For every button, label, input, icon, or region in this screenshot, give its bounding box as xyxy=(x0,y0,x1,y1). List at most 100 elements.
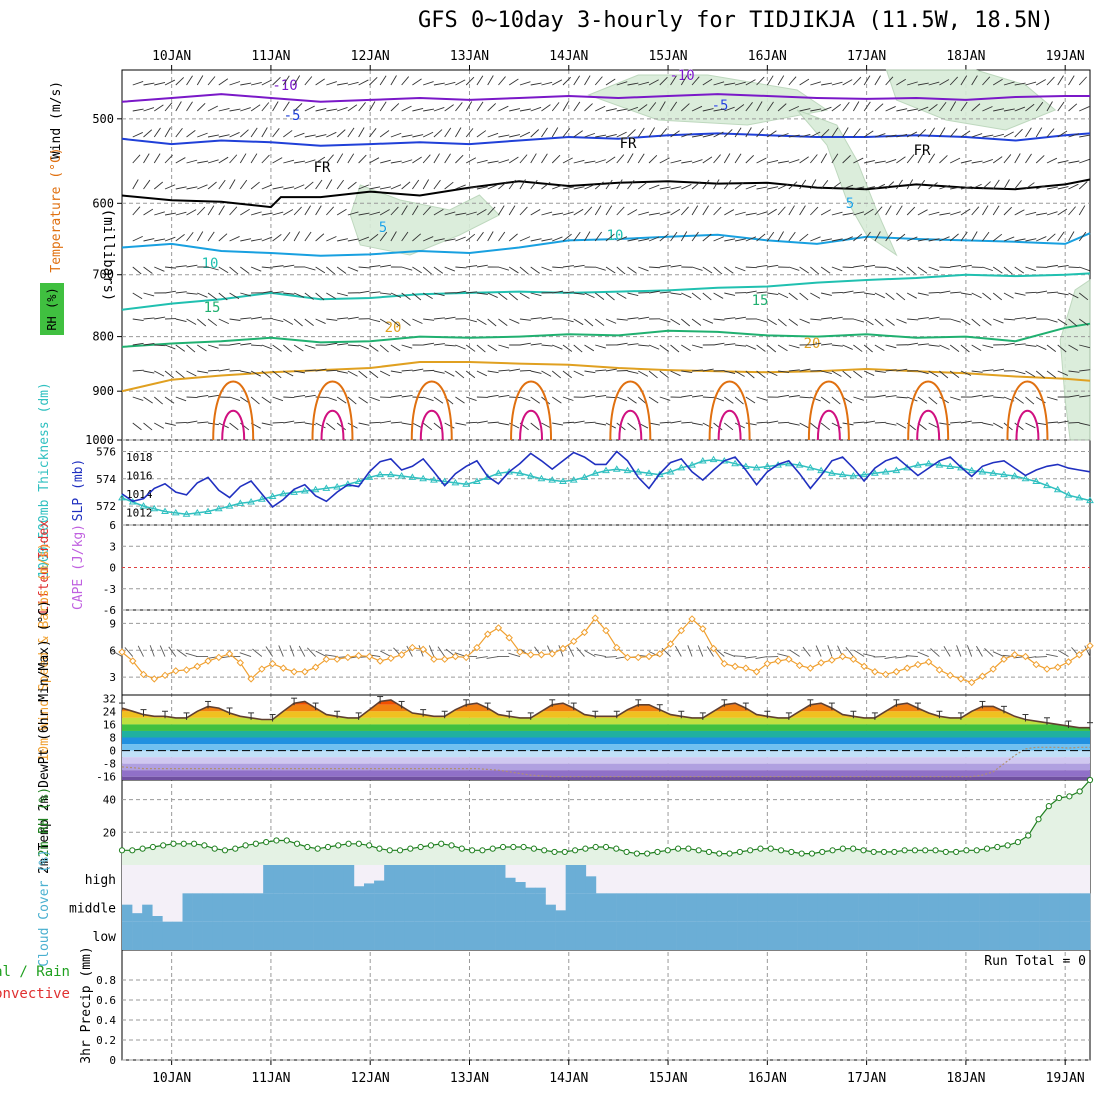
rh-point xyxy=(726,850,733,857)
wind-barb xyxy=(433,396,444,404)
wind-barb xyxy=(390,184,402,190)
wind-barb xyxy=(358,212,370,216)
isotherm-line xyxy=(121,361,1091,393)
precip-axis-label: 3hr Precip (mm) xyxy=(79,946,94,1063)
top-date-tick: 15JAN xyxy=(648,49,687,64)
wind-barb xyxy=(788,344,800,349)
wind-barb xyxy=(949,76,959,86)
surface-wind-barb xyxy=(576,647,585,657)
cloud-bar-low xyxy=(333,921,345,950)
wind-barb xyxy=(573,318,584,326)
wind-barb xyxy=(767,318,777,326)
wind-barb xyxy=(799,368,811,372)
wind-barb xyxy=(842,236,853,242)
cloud-bar-low xyxy=(918,921,929,950)
wind-barb xyxy=(821,317,833,320)
wind-barb xyxy=(208,369,220,372)
rh-point xyxy=(1056,794,1063,802)
wind-barb xyxy=(960,344,970,353)
wind-barb xyxy=(842,212,854,216)
rh-point xyxy=(273,837,280,844)
wind-barb xyxy=(917,370,929,375)
cloud-bar-low xyxy=(162,921,173,950)
wind-barb xyxy=(939,184,950,190)
wind-barb xyxy=(283,209,294,216)
boundary-contour xyxy=(717,409,742,441)
wind-barb xyxy=(498,266,510,271)
wind-barb xyxy=(175,396,187,402)
cloud-bar-middle xyxy=(555,910,566,922)
cloud-bar-low xyxy=(323,921,335,950)
wind-barb xyxy=(670,208,681,216)
wind-barb xyxy=(1036,290,1048,294)
boundary-contour xyxy=(1006,380,1049,441)
boundary-contour xyxy=(1015,409,1040,441)
wind-barb xyxy=(455,344,466,350)
temperature-tick-label: 8 xyxy=(109,732,116,745)
wind-barb xyxy=(369,233,379,242)
cloud-bar-low xyxy=(1009,921,1020,950)
cloud-bar-low xyxy=(787,921,798,950)
wind-barb xyxy=(1057,160,1069,164)
wind-speed-point xyxy=(914,660,922,669)
bottom-date-tick: 12JAN xyxy=(351,1071,390,1086)
wind-barb xyxy=(444,370,455,377)
surface-wind-barb xyxy=(124,647,134,657)
wind-barb xyxy=(519,266,529,275)
thickness-point xyxy=(827,469,836,476)
upper-wind-barbs xyxy=(132,75,1091,431)
wind-barb xyxy=(616,318,628,321)
wind-barb xyxy=(1014,153,1021,164)
wind-barb xyxy=(132,266,142,275)
wind-barb xyxy=(250,396,260,405)
wind-barb xyxy=(433,343,445,346)
wind-barb xyxy=(821,370,832,375)
wind-barb xyxy=(971,394,983,398)
thickness-point xyxy=(139,502,148,509)
rh-legend-swatch xyxy=(40,283,64,335)
wind-barb xyxy=(1057,292,1069,296)
thickness-point xyxy=(698,457,707,464)
rh-point xyxy=(293,840,301,847)
wind-barb xyxy=(337,343,349,346)
wind-barb xyxy=(390,421,402,424)
wind-barb xyxy=(530,422,540,431)
cloud-bar-middle xyxy=(323,893,335,922)
wind-barb xyxy=(896,179,903,190)
cloud-bar-high xyxy=(374,880,385,894)
wind-barb xyxy=(896,292,906,301)
cloud-bar-low xyxy=(394,921,405,950)
wind-barb xyxy=(831,316,843,320)
wind-barb xyxy=(1046,186,1058,190)
temperature-band xyxy=(122,724,1090,731)
rh-point xyxy=(1076,788,1083,795)
wind-barb xyxy=(132,342,144,346)
wind-speed-point xyxy=(344,653,352,662)
wind-barb xyxy=(842,155,851,164)
wind-barb xyxy=(659,344,669,352)
isotherm-line xyxy=(121,178,1091,209)
wind-barb xyxy=(369,396,380,402)
wind-barb xyxy=(820,266,831,274)
wind-barb xyxy=(917,396,928,404)
wind-barb xyxy=(218,205,225,216)
wind-barb xyxy=(358,127,365,138)
thickness-point xyxy=(881,467,890,475)
wind-barb xyxy=(508,205,516,216)
wind-barb xyxy=(1025,396,1035,405)
wind-barb xyxy=(863,208,874,216)
surface-wind-barb xyxy=(149,645,155,657)
wind-barb xyxy=(745,344,757,350)
isotherm-label: 5 xyxy=(379,220,387,236)
wind-barb xyxy=(154,422,165,429)
wind-barb xyxy=(670,344,680,353)
wind-barb xyxy=(422,179,430,190)
cloud-bar-low xyxy=(202,921,214,950)
wind-barb xyxy=(530,209,541,216)
cloud-bar-low xyxy=(878,921,889,950)
wind-barb xyxy=(648,154,658,164)
wind-barb xyxy=(756,186,768,190)
wind-barb xyxy=(778,370,790,373)
cloud-bar-low xyxy=(999,921,1010,950)
cloud-bar-low xyxy=(958,921,970,950)
